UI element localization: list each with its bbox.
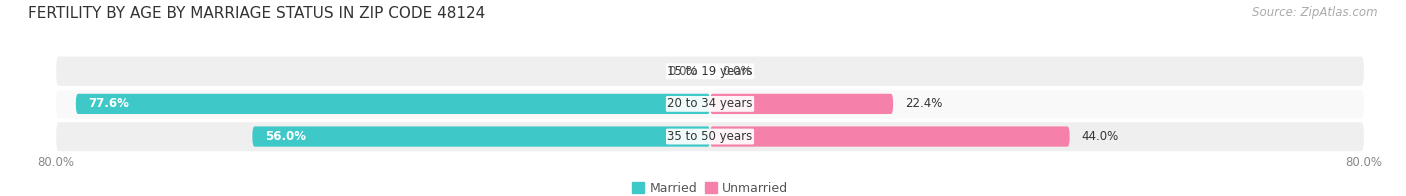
Text: 22.4%: 22.4%	[905, 97, 943, 110]
Text: 44.0%: 44.0%	[1081, 130, 1119, 143]
Text: 77.6%: 77.6%	[89, 97, 129, 110]
Text: 20 to 34 years: 20 to 34 years	[668, 97, 752, 110]
FancyBboxPatch shape	[76, 94, 710, 114]
Text: 35 to 50 years: 35 to 50 years	[668, 130, 752, 143]
FancyBboxPatch shape	[56, 56, 1364, 86]
Text: Source: ZipAtlas.com: Source: ZipAtlas.com	[1253, 6, 1378, 19]
FancyBboxPatch shape	[56, 89, 1364, 119]
Legend: Married, Unmarried: Married, Unmarried	[627, 177, 793, 196]
Text: FERTILITY BY AGE BY MARRIAGE STATUS IN ZIP CODE 48124: FERTILITY BY AGE BY MARRIAGE STATUS IN Z…	[28, 6, 485, 21]
FancyBboxPatch shape	[252, 126, 710, 147]
Text: 15 to 19 years: 15 to 19 years	[668, 65, 752, 78]
Text: 56.0%: 56.0%	[264, 130, 305, 143]
FancyBboxPatch shape	[710, 126, 1070, 147]
Text: 0.0%: 0.0%	[723, 65, 752, 78]
FancyBboxPatch shape	[56, 122, 1364, 151]
Text: 0.0%: 0.0%	[668, 65, 697, 78]
FancyBboxPatch shape	[710, 94, 893, 114]
